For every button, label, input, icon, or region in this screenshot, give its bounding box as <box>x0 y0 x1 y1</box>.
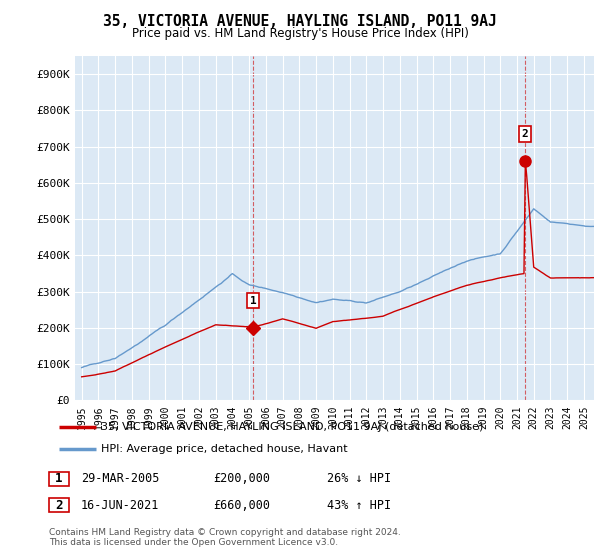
Text: 16-JUN-2021: 16-JUN-2021 <box>81 498 160 512</box>
Text: 1: 1 <box>250 296 257 306</box>
Text: HPI: Average price, detached house, Havant: HPI: Average price, detached house, Hava… <box>101 444 347 454</box>
Text: Price paid vs. HM Land Registry's House Price Index (HPI): Price paid vs. HM Land Registry's House … <box>131 27 469 40</box>
Text: 35, VICTORIA AVENUE, HAYLING ISLAND, PO11 9AJ (detached house): 35, VICTORIA AVENUE, HAYLING ISLAND, PO1… <box>101 422 483 432</box>
Text: 35, VICTORIA AVENUE, HAYLING ISLAND, PO11 9AJ: 35, VICTORIA AVENUE, HAYLING ISLAND, PO1… <box>103 14 497 29</box>
Text: 43% ↑ HPI: 43% ↑ HPI <box>327 498 391 512</box>
Text: £660,000: £660,000 <box>213 498 270 512</box>
Text: 1: 1 <box>55 472 63 486</box>
Text: £200,000: £200,000 <box>213 472 270 486</box>
Text: 2: 2 <box>55 498 63 512</box>
Text: 26% ↓ HPI: 26% ↓ HPI <box>327 472 391 486</box>
Text: 2: 2 <box>521 129 528 139</box>
Text: 29-MAR-2005: 29-MAR-2005 <box>81 472 160 486</box>
Text: Contains HM Land Registry data © Crown copyright and database right 2024.
This d: Contains HM Land Registry data © Crown c… <box>49 528 401 547</box>
